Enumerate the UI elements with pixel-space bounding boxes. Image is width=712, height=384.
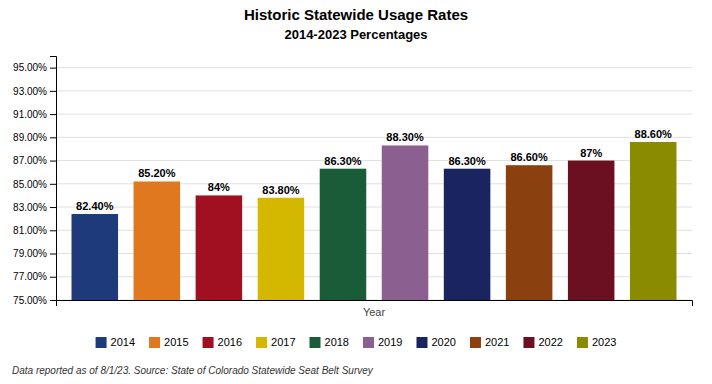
y-tick: 95.00% — [13, 62, 56, 73]
grid-line — [56, 90, 692, 91]
data-label: 88.60% — [635, 128, 673, 140]
legend-swatch — [149, 337, 160, 348]
y-tick: 77.00% — [13, 271, 56, 282]
y-tick-mark — [50, 254, 56, 255]
y-tick-label: 95.00% — [13, 62, 47, 73]
legend-item: 2020 — [416, 336, 455, 348]
y-tick-mark — [50, 300, 56, 301]
bar — [382, 145, 429, 300]
y-tick-mark — [50, 137, 56, 138]
y-tick: 83.00% — [13, 202, 56, 213]
data-label: 86.30% — [448, 155, 486, 167]
legend-label: 2021 — [485, 336, 509, 348]
legend-label: 2023 — [592, 336, 616, 348]
y-tick: 93.00% — [13, 86, 56, 97]
y-tick-label: 81.00% — [13, 225, 47, 236]
legend-item: 2016 — [203, 336, 242, 348]
data-label: 87% — [580, 147, 602, 159]
legend-label: 2018 — [325, 336, 349, 348]
bar — [72, 214, 119, 300]
legend-item: 2022 — [523, 336, 562, 348]
legend-item: 2019 — [363, 336, 402, 348]
y-tick-label: 79.00% — [13, 248, 47, 259]
data-label: 84% — [208, 181, 230, 193]
y-tick-mark — [50, 207, 56, 208]
data-label: 85.20% — [138, 167, 176, 179]
legend-item: 2023 — [577, 336, 616, 348]
legend-swatch — [363, 337, 374, 348]
legend-swatch — [310, 337, 321, 348]
grid — [56, 68, 692, 300]
legend-swatch — [96, 337, 107, 348]
y-tick-label: 89.00% — [13, 132, 47, 143]
data-label: 86.30% — [324, 155, 362, 167]
y-axis: 75.00% 77.00% 79.00% 81.00% 83.00% 85.00% 87.0… — [13, 57, 56, 306]
bar — [444, 169, 491, 300]
legend-label: 2015 — [164, 336, 188, 348]
grid-line — [56, 137, 692, 138]
grid-line — [56, 114, 692, 115]
legend-swatch — [523, 337, 534, 348]
bar — [630, 142, 677, 300]
legend-item: 2018 — [310, 336, 349, 348]
legend-swatch — [470, 337, 481, 348]
legend-item: 2021 — [470, 336, 509, 348]
x-axis-title: Year — [363, 306, 386, 318]
data-labels: 82.40% 85.20% 84% 83.80% 86.30% 88.30% 86.30% 8… — [76, 128, 672, 212]
plot: 75.00% 77.00% 79.00% 81.00% 83.00% 85.00% 87.0… — [13, 57, 692, 319]
grid-line — [56, 67, 692, 68]
bar — [196, 195, 243, 300]
legend-label: 2022 — [538, 336, 562, 348]
y-tick-mark — [50, 161, 56, 162]
y-tick-label: 91.00% — [13, 109, 47, 120]
y-tick-label: 87.00% — [13, 155, 47, 166]
y-tick: 89.00% — [13, 132, 56, 143]
bar — [568, 161, 615, 300]
bar — [258, 198, 305, 300]
y-tick-mark — [50, 68, 56, 69]
legend-item: 2015 — [149, 336, 188, 348]
data-label: 86.60% — [510, 151, 548, 163]
legend-swatch — [203, 337, 214, 348]
bars — [72, 142, 677, 300]
y-tick-mark — [50, 184, 56, 185]
footnote: Data reported as of 8/1/23. Source: Stat… — [12, 365, 374, 376]
legend-item: 2017 — [256, 336, 295, 348]
data-label: 88.30% — [386, 131, 424, 143]
y-tick-mark — [50, 277, 56, 278]
y-tick-label: 77.00% — [13, 271, 47, 282]
subtitle: 2014-2023 Percentages — [284, 27, 427, 42]
bar — [134, 181, 181, 300]
y-tick-label: 93.00% — [13, 86, 47, 97]
legend-swatch — [416, 337, 427, 348]
y-tick-mark — [50, 91, 56, 92]
y-tick: 85.00% — [13, 179, 56, 190]
bar — [320, 169, 367, 300]
legend-label: 2019 — [378, 336, 402, 348]
legend-label: 2017 — [271, 336, 295, 348]
y-tick: 75.00% — [13, 295, 56, 306]
legend: 2014 2015 2016 2017 2018 2019 2020 2021 2022 2023 — [96, 336, 617, 348]
title: Historic Statewide Usage Rates — [244, 6, 468, 23]
data-label: 82.40% — [76, 200, 114, 212]
y-tick-mark — [50, 114, 56, 115]
y-tick-mark — [50, 230, 56, 231]
y-tick: 91.00% — [13, 109, 56, 120]
legend-item: 2014 — [96, 336, 135, 348]
legend-label: 2016 — [218, 336, 242, 348]
data-label: 83.80% — [262, 184, 300, 196]
y-tick-label: 75.00% — [13, 295, 47, 306]
y-tick: 81.00% — [13, 225, 56, 236]
y-tick-label: 83.00% — [13, 202, 47, 213]
y-tick: 87.00% — [13, 155, 56, 166]
y-axis-line — [50, 57, 57, 301]
legend-label: 2014 — [111, 336, 135, 348]
legend-swatch — [577, 337, 588, 348]
bar — [506, 165, 553, 300]
y-tick-label: 85.00% — [13, 179, 47, 190]
y-tick: 79.00% — [13, 248, 56, 259]
legend-swatch — [256, 337, 267, 348]
legend-label: 2020 — [431, 336, 455, 348]
